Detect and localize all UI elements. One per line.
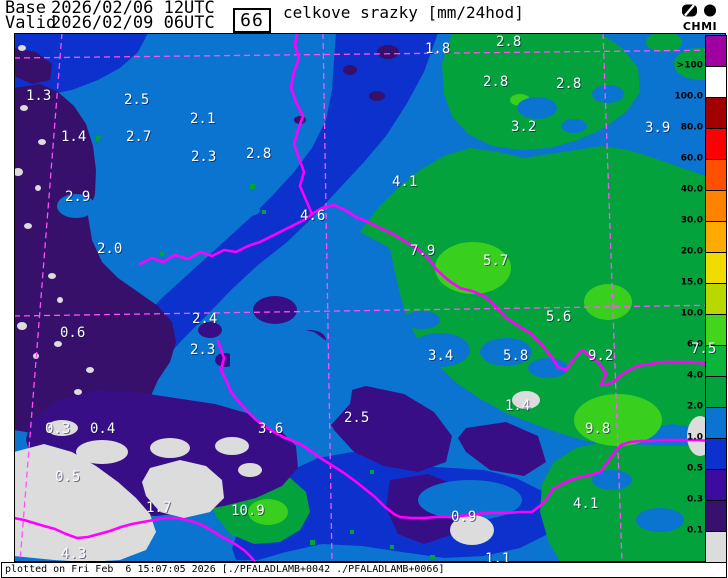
precipitation-map [14, 33, 726, 562]
valid-value: 2026/02/09 06UTC [51, 13, 215, 33]
colorbar-band [706, 470, 726, 501]
colorbar-band [706, 532, 726, 562]
status-text: plotted on Fri Feb 6 15:07:05 2026 [./PF… [5, 564, 445, 575]
colorbar-band [706, 191, 726, 222]
base-label: Base [5, 0, 46, 18]
azure-patches [57, 78, 684, 532]
colorbar-band [706, 36, 726, 67]
valid-time-line: Valid2026/02/09 06UTC [5, 13, 215, 33]
country-borders [14, 33, 726, 562]
colorbar-band [706, 439, 726, 470]
colorbar [705, 35, 727, 563]
colorbar-band [706, 222, 726, 253]
colorbar-band [706, 315, 726, 346]
colorbar-band [706, 160, 726, 191]
bright-green-field [248, 94, 662, 525]
colorbar-band [706, 67, 726, 98]
base-time-line: Base 2026/02/06 12UTC [5, 0, 215, 18]
colorbar-band [706, 129, 726, 160]
colorbar-band [706, 408, 726, 439]
valid-label: Valid [5, 13, 57, 33]
forecast-step-box: 66 [233, 8, 271, 33]
status-bar: plotted on Fri Feb 6 15:07:05 2026 [./PF… [1, 562, 727, 578]
chmi-logo: CHMI [681, 2, 719, 32]
chmi-logo-text: CHMI [682, 20, 718, 33]
colorbar-band [706, 501, 726, 532]
colorbar-band [706, 98, 726, 129]
graticule-lines [14, 33, 726, 562]
colorbar-band [706, 284, 726, 315]
map-canvas [14, 33, 726, 562]
chmi-logo-icon [682, 4, 716, 17]
product-title: celkove srazky [mm/24hod] [283, 3, 524, 22]
colorbar-band [706, 253, 726, 284]
colorbar-band [706, 346, 726, 377]
colorbar-band [706, 377, 726, 408]
gray-field [14, 45, 713, 562]
base-value: 2026/02/06 12UTC [51, 0, 215, 18]
